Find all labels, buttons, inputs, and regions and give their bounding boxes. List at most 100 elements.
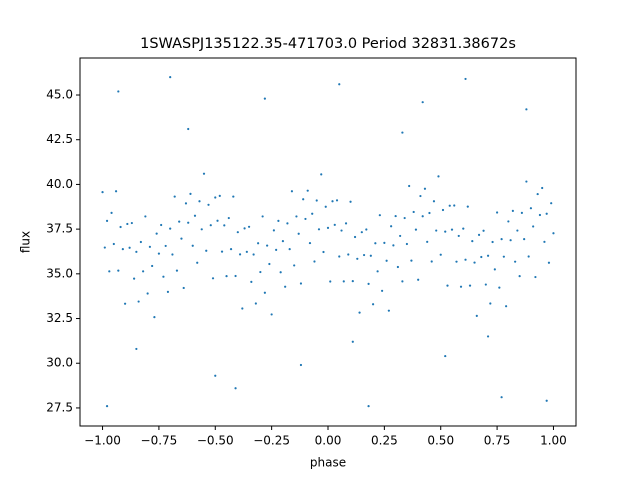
point: [455, 260, 458, 263]
y-tick-label: 42.5: [46, 132, 73, 146]
point: [414, 228, 418, 231]
point: [331, 200, 334, 203]
point: [324, 205, 327, 208]
point: [441, 208, 445, 212]
point: [137, 300, 140, 303]
point: [155, 232, 158, 235]
point: [243, 227, 246, 230]
point: [500, 238, 503, 241]
point: [525, 108, 528, 111]
point: [529, 207, 533, 210]
point: [464, 77, 467, 81]
point: [232, 195, 235, 198]
point: [444, 354, 447, 358]
point: [365, 228, 368, 231]
point: [112, 242, 115, 246]
point: [148, 245, 151, 248]
point: [527, 255, 530, 258]
y-tick-label: 40.0: [46, 177, 73, 191]
point: [245, 250, 248, 253]
point: [290, 190, 294, 193]
point: [313, 260, 316, 263]
point: [457, 234, 460, 238]
point: [295, 215, 298, 218]
point: [507, 220, 510, 223]
point: [117, 90, 120, 93]
point: [238, 253, 242, 256]
point: [378, 214, 381, 217]
point: [105, 219, 109, 222]
point: [423, 187, 427, 190]
point: [417, 278, 420, 281]
point: [480, 255, 483, 259]
point: [498, 286, 501, 289]
point: [189, 192, 192, 195]
point: [367, 282, 370, 285]
point: [344, 222, 348, 225]
point: [477, 233, 481, 236]
point: [462, 227, 465, 230]
point: [182, 286, 185, 290]
point: [547, 261, 551, 264]
point: [211, 277, 215, 280]
point: [302, 198, 305, 201]
point: [322, 250, 325, 254]
point: [164, 244, 167, 248]
y-tick-label: 37.5: [46, 222, 73, 236]
point: [381, 289, 384, 292]
point: [545, 399, 548, 402]
point: [543, 240, 546, 243]
point: [130, 221, 133, 225]
point: [160, 223, 163, 227]
point: [426, 240, 429, 243]
point: [187, 221, 190, 224]
x-tick-label: 0.00: [315, 434, 342, 448]
point: [259, 270, 262, 274]
point: [326, 226, 330, 229]
y-tick-label: 32.5: [46, 311, 73, 325]
point: [297, 232, 300, 235]
point: [475, 314, 478, 317]
point: [412, 210, 415, 214]
point: [329, 280, 332, 283]
point: [448, 204, 451, 207]
point: [390, 225, 393, 228]
point: [523, 238, 526, 241]
point: [541, 186, 544, 190]
point: [286, 222, 289, 225]
point: [385, 259, 388, 262]
point: [236, 231, 239, 234]
point: [202, 172, 206, 175]
point: [133, 277, 136, 280]
point: [142, 270, 145, 273]
point: [214, 196, 217, 199]
point: [119, 225, 122, 229]
point: [362, 253, 366, 257]
point: [128, 246, 131, 249]
point: [216, 219, 219, 222]
point: [399, 234, 402, 238]
point: [552, 232, 555, 235]
point: [220, 250, 224, 253]
point: [421, 101, 424, 104]
point: [110, 211, 113, 214]
point: [387, 309, 390, 312]
point: [205, 249, 208, 252]
point: [171, 253, 174, 256]
y-tick-label: 35.0: [46, 266, 73, 280]
point: [358, 311, 361, 314]
point: [396, 265, 399, 269]
point: [266, 244, 269, 247]
point: [308, 241, 312, 245]
point: [169, 76, 172, 79]
point: [299, 282, 303, 285]
point: [225, 275, 228, 278]
point: [169, 227, 172, 230]
chart-title: 1SWASPJ135122.35-471703.0 Period 32831.3…: [140, 36, 516, 52]
point: [175, 269, 179, 272]
point: [117, 269, 120, 272]
point: [198, 200, 201, 203]
point: [401, 131, 404, 134]
point: [505, 305, 508, 308]
